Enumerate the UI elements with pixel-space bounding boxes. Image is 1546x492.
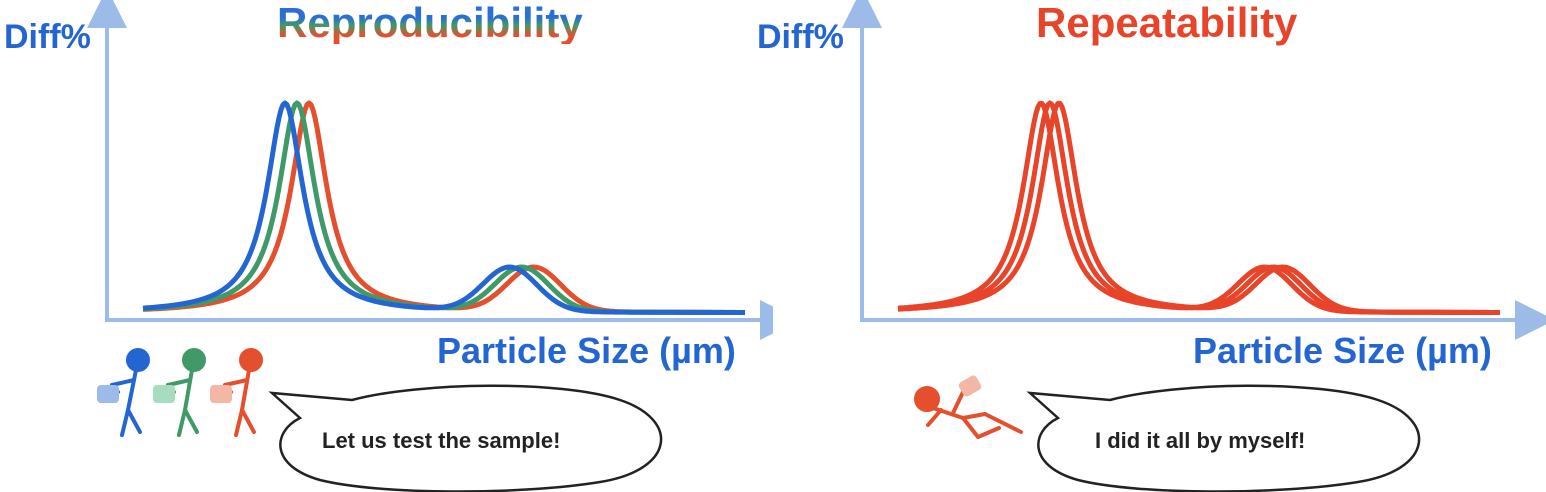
distribution-curve [142,100,746,315]
red-person-icon [210,348,263,437]
curves-group [142,100,746,315]
speech-text: I did it all by myself! [1095,428,1306,453]
y-axis-label: Diff% [757,18,844,56]
reproducibility-chart [87,0,773,492]
repeatability-chart [842,0,1546,492]
speech-text: Let us test the sample! [322,428,561,453]
panel-title: Repeatability [1036,0,1298,46]
green-person-icon [153,348,206,437]
y-axis-label: Diff% [4,18,91,56]
repeatability-panel: Repeatability Diff% Particle Size (µm) I… [757,0,1546,492]
panel-title: Reproducibility [277,0,583,46]
reclining-red-person-icon [914,375,1023,439]
speech-bubble [1026,384,1421,492]
distribution-curve [897,100,1501,315]
x-axis-label: Particle Size (µm) [437,330,736,371]
x-axis-label: Particle Size (µm) [1193,330,1492,371]
reproducibility-panel: Reproducibility Diff% Particle Size (µm)… [4,0,773,492]
speech-bubble [268,384,663,492]
curves-group [897,100,1501,315]
blue-person-icon [97,348,150,437]
